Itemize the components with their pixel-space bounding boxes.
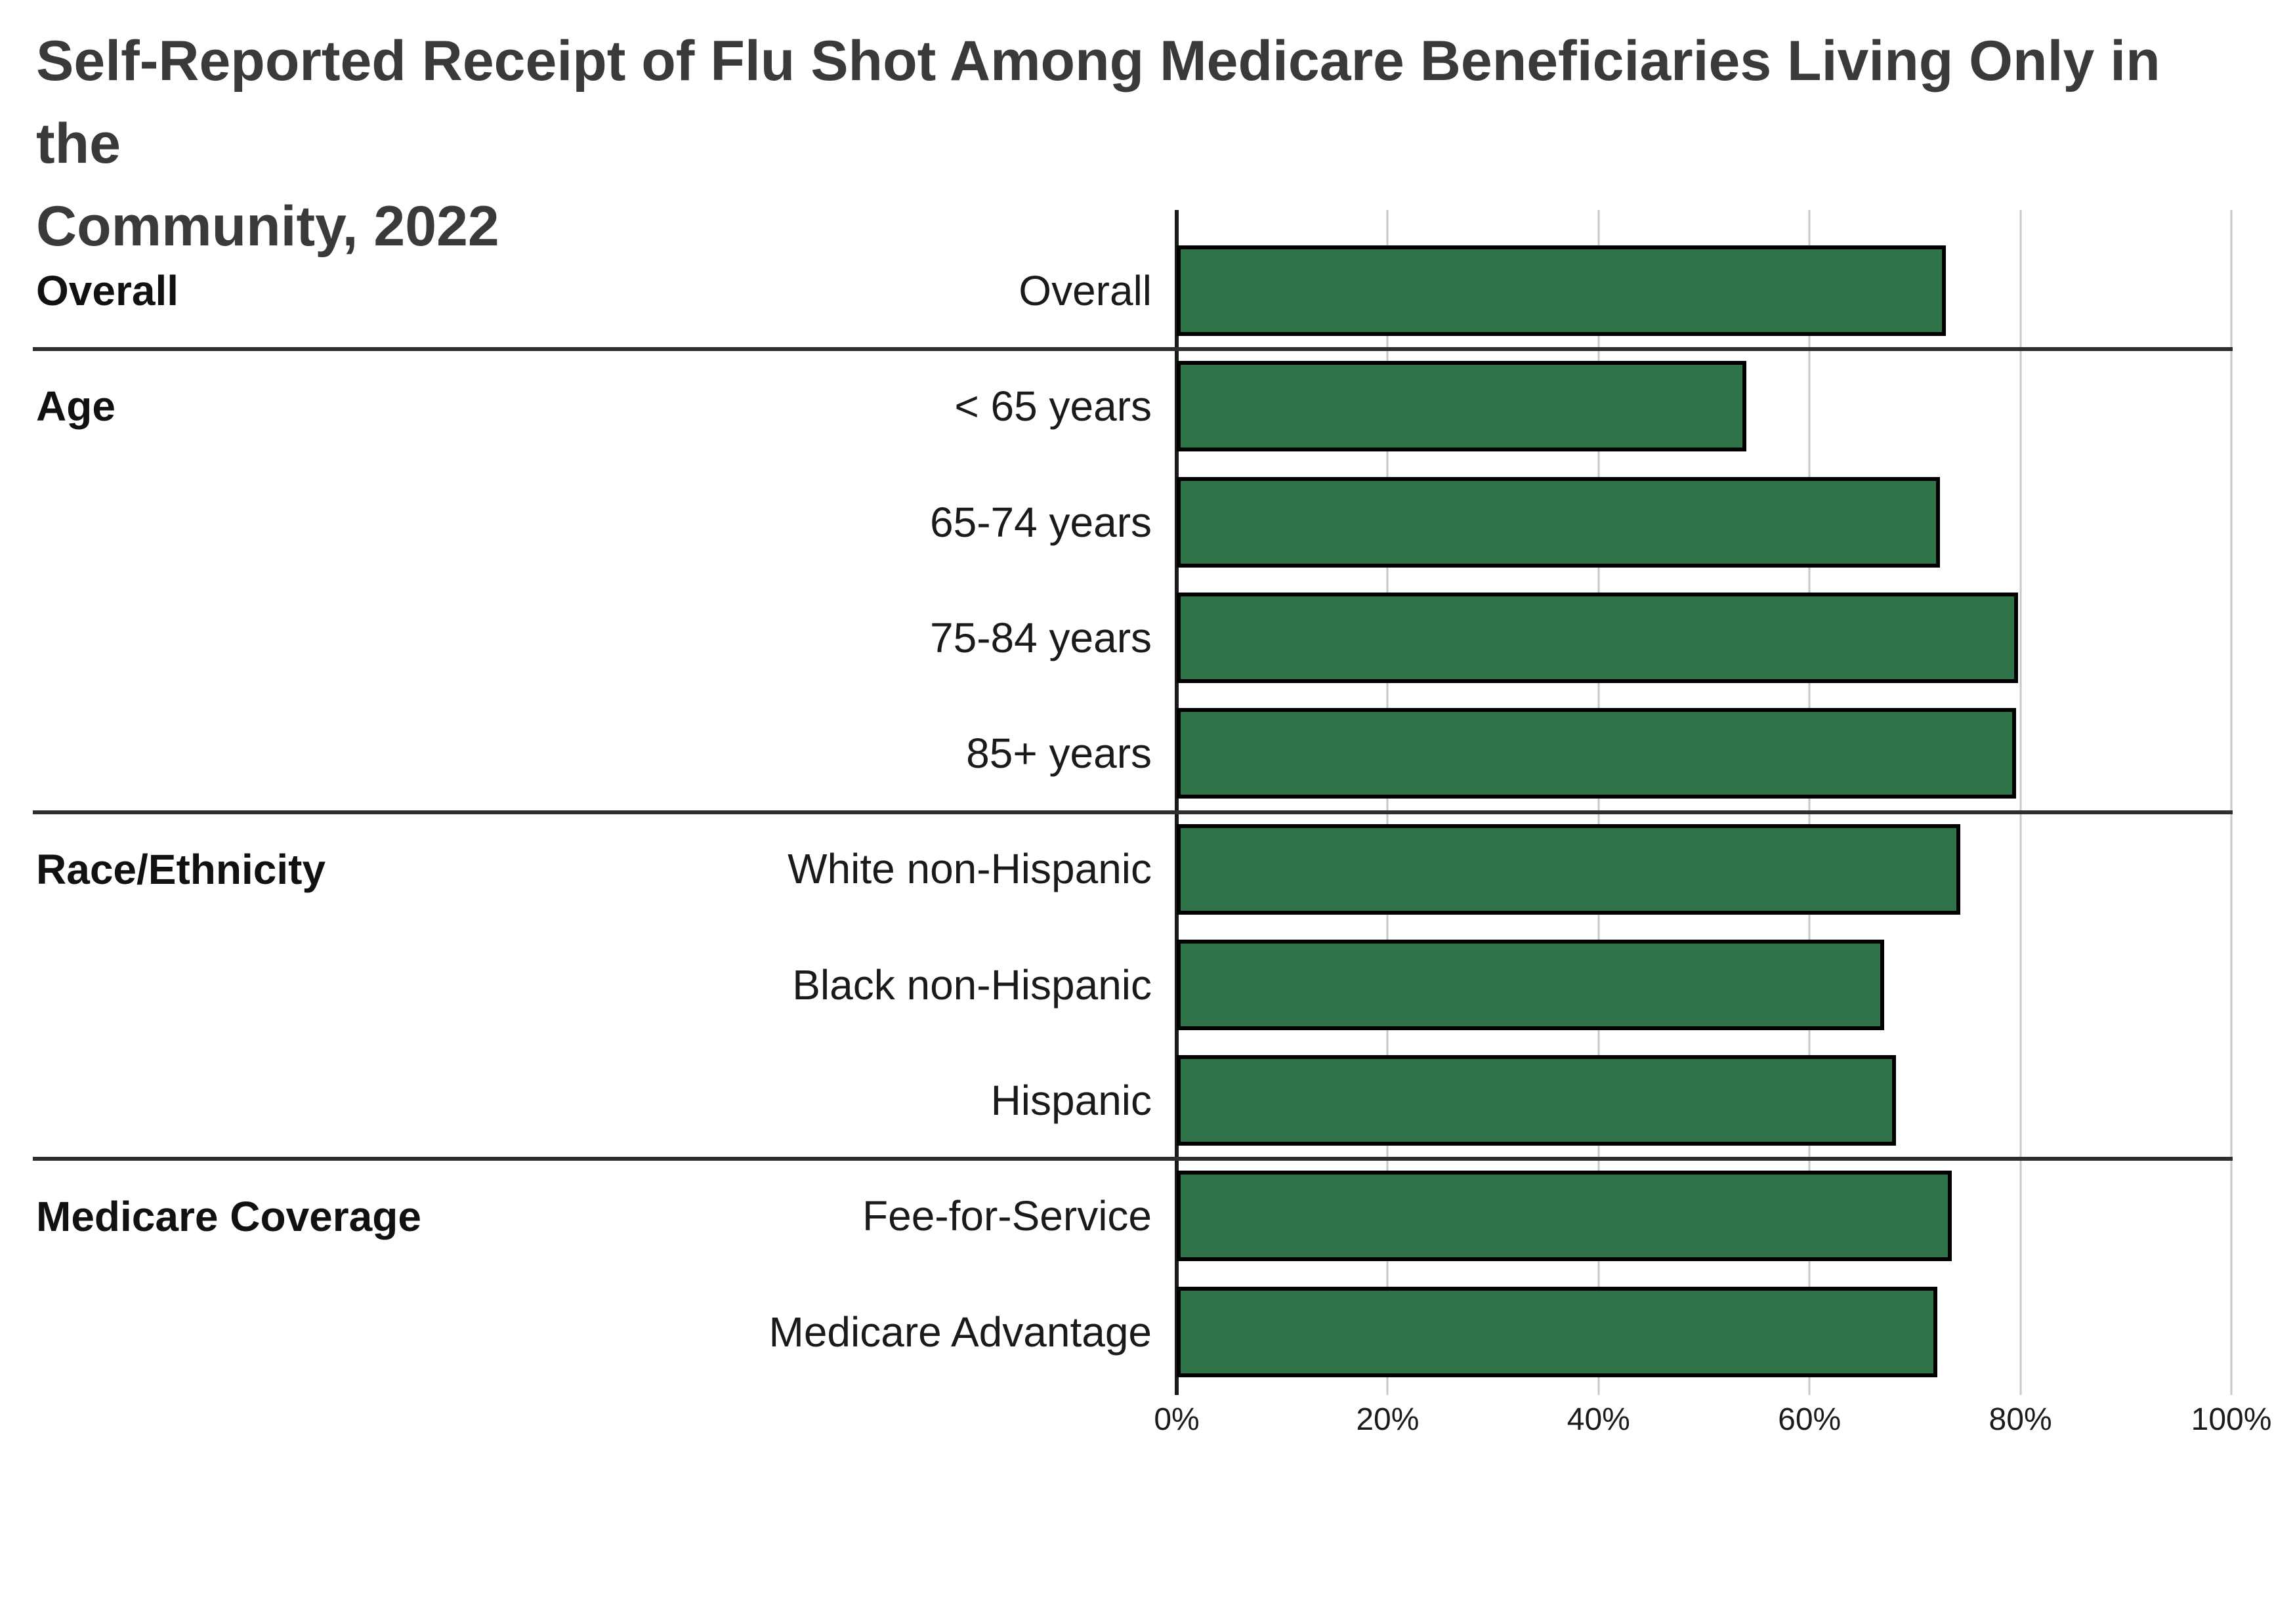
gridline-100pct — [2230, 210, 2233, 1395]
bar-track — [1177, 1158, 2231, 1274]
bar-track — [1177, 811, 2231, 927]
bar-85-plus — [1177, 708, 2017, 799]
tick-label-100: 100% — [2191, 1402, 2272, 1437]
bar-track — [1177, 580, 2231, 696]
bar-track — [1177, 927, 2231, 1043]
section-label-race-ethnicity: Race/Ethnicity — [36, 846, 326, 893]
bar-row: Hispanic — [0, 1043, 2231, 1158]
x-axis-ticks: 0% 20% 40% 60% 80% 100% — [1154, 1402, 2271, 1447]
bar-rows: Overall < 65 years 65-74 years 75-84 yea… — [0, 233, 2231, 1390]
row-label: 65-74 years — [930, 498, 1152, 546]
row-label: 75-84 years — [930, 614, 1152, 661]
bar-row: Black non-Hispanic — [0, 927, 2231, 1043]
bar-hispanic — [1177, 1055, 1896, 1146]
gridline-40pct — [1597, 210, 1600, 1395]
bar-track — [1177, 696, 2231, 811]
bar-row: 65-74 years — [0, 465, 2231, 580]
bar-row: < 65 years — [0, 348, 2231, 464]
gridline-80pct — [2019, 210, 2022, 1395]
bar-fee-for-service — [1177, 1171, 1952, 1262]
tick-label-40: 40% — [1567, 1402, 1630, 1437]
section-label-medicare-coverage: Medicare Coverage — [36, 1193, 421, 1240]
section-label-age: Age — [36, 383, 116, 430]
tick-label-60: 60% — [1778, 1402, 1842, 1437]
section-divider — [33, 810, 2233, 814]
bar-track — [1177, 465, 2231, 580]
section-divider — [33, 347, 2233, 351]
bar-row: Overall — [0, 233, 2231, 348]
bar-75-84 — [1177, 592, 2019, 683]
plot-area — [1175, 210, 2233, 1395]
chart-title-line1: Self-Reported Receipt of Flu Shot Among … — [36, 30, 2160, 175]
bar-track — [1177, 1274, 2231, 1390]
row-label: 85+ years — [966, 730, 1152, 778]
bar-black-non-hispanic — [1177, 939, 1885, 1030]
gridline-60pct — [1808, 210, 1811, 1395]
bar-row: White non-Hispanic — [0, 811, 2231, 927]
bar-track — [1177, 233, 2231, 348]
section-divider — [33, 1157, 2233, 1161]
bar-track — [1177, 348, 2231, 464]
bar-row: 75-84 years — [0, 580, 2231, 696]
row-label: < 65 years — [954, 383, 1152, 430]
bar-white-non-hispanic — [1177, 823, 1960, 915]
gridline-20pct — [1386, 210, 1389, 1395]
bar-under-65 — [1177, 361, 1746, 452]
gridline-0pct — [1175, 210, 1179, 1395]
row-label: Fee-for-Service — [862, 1192, 1152, 1240]
bar-row: Fee-for-Service — [0, 1158, 2231, 1274]
row-label: Medicare Advantage — [769, 1308, 1152, 1356]
tick-label-80: 80% — [1989, 1402, 2052, 1437]
tick-label-20: 20% — [1356, 1402, 1420, 1437]
bar-row: Medicare Advantage — [0, 1274, 2231, 1390]
row-label: Overall — [1019, 267, 1152, 314]
row-label: Hispanic — [990, 1077, 1152, 1125]
chart-title: Self-Reported Receipt of Flu Shot Among … — [36, 20, 2241, 268]
row-label: White non-Hispanic — [788, 845, 1152, 893]
bar-overall — [1177, 245, 1946, 337]
row-label: Black non-Hispanic — [792, 961, 1152, 1009]
chart-title-line2: Community, 2022 — [36, 195, 499, 258]
bar-track — [1177, 1043, 2231, 1158]
bar-row: 85+ years — [0, 696, 2231, 811]
bar-65-74 — [1177, 476, 1941, 568]
bar-medicare-advantage — [1177, 1286, 1937, 1377]
tick-label-0: 0% — [1154, 1402, 1200, 1437]
section-label-overall: Overall — [36, 267, 179, 314]
